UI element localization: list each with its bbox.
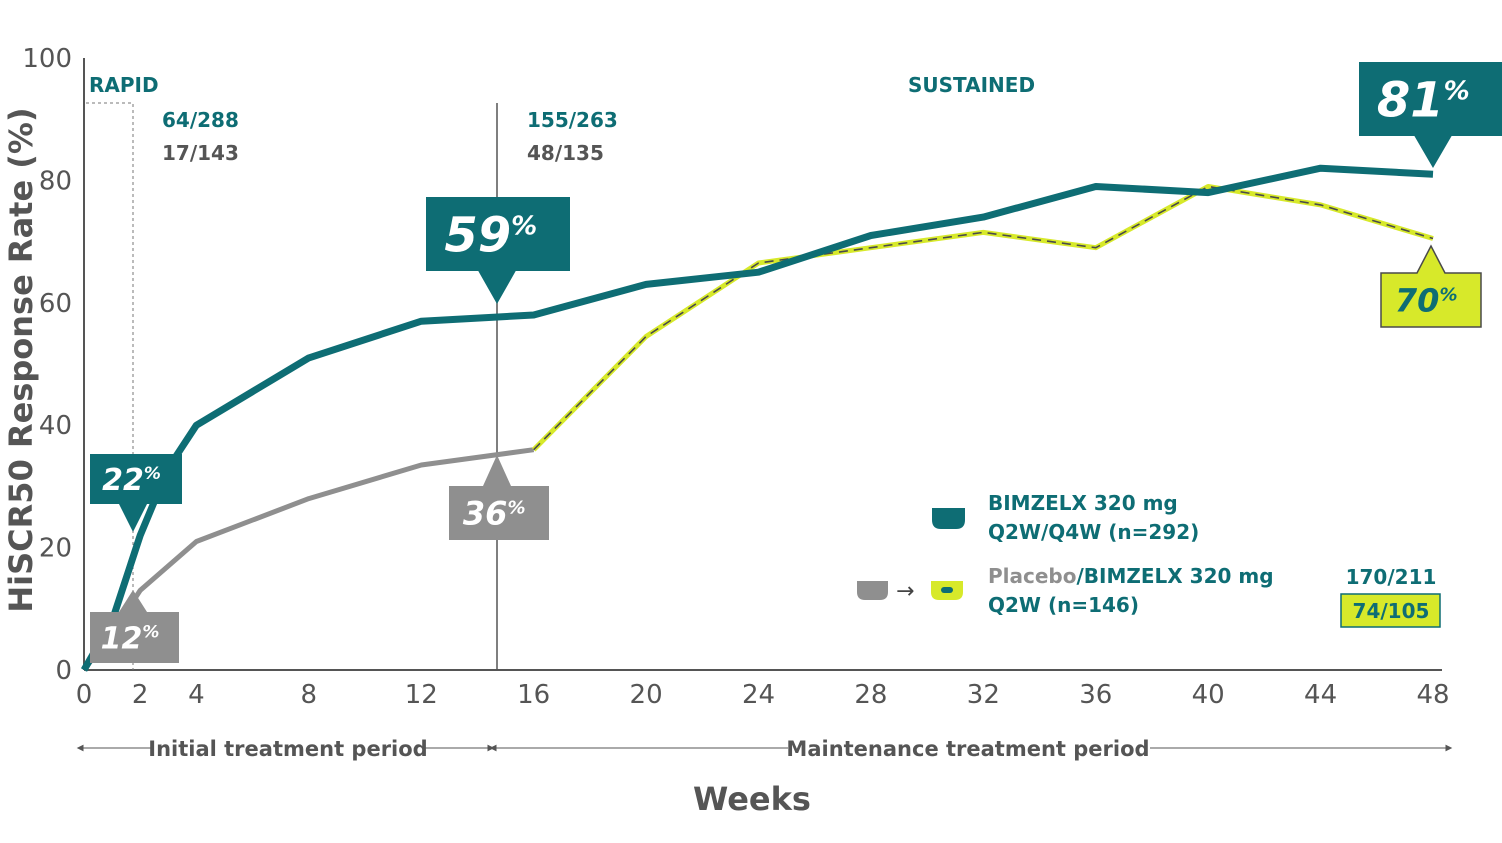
callout-value: 81% [1377,72,1470,128]
wk48-placebo-count: 74/105 [1353,599,1430,623]
callout-59-percent: 59% [426,197,570,304]
y-tick-label: 0 [55,656,72,686]
callout-value: 70% [1395,282,1458,320]
x-tick-label: 32 [967,680,1000,710]
x-tick-label: 40 [1192,680,1225,710]
series-line-placebo-bimzelx-dash [533,185,1434,451]
x-tick-label: 24 [742,680,775,710]
x-tick-label: 4 [188,680,205,710]
wk2-bimzelx-count: 64/288 [162,108,239,132]
callout-value: 59% [444,207,537,263]
wk2-placebo-count: 17/143 [162,141,239,165]
y-tick-label: 60 [39,289,72,319]
x-tick-label: 28 [854,680,887,710]
callout-box [1380,244,1482,328]
callout-value: 36% [463,495,526,533]
callout-value: 22% [102,463,161,498]
x-tick-label: 36 [1079,680,1112,710]
x-axis-title: Weeks [693,780,811,818]
wk48-bimzelx-count: 170/211 [1346,565,1437,589]
callout-box [449,455,549,540]
legend-placebo-pill-icon [857,581,888,600]
y-tick-label: 80 [39,166,72,196]
legend-placebo-line2: Q2W (n=146) [988,593,1139,617]
sustained-label: SUSTAINED [908,73,1035,97]
legend-placebo-prefix: Placebo [988,564,1077,588]
legend-bimzelx-pill-icon [932,508,965,529]
callout-box [426,197,570,304]
y-tick-label: 20 [39,534,72,564]
callout-12-percent: 12% [90,590,179,663]
x-tick-label: 16 [517,680,550,710]
legend-bimzelx-line2: Q2W/Q4W (n=292) [988,520,1199,544]
y-axis-title: HiSCR50 Response Rate (%) [2,107,40,612]
legend-bimzelx-line1: BIMZELX 320 mg [988,491,1178,515]
legend-inner-dash-icon [941,587,953,593]
initial-period-label: Initial treatment period [148,737,427,761]
callout-box [1359,62,1502,168]
x-tick-label: 12 [405,680,438,710]
legend-arrow-icon: → [896,579,914,604]
wk48-placebo-count-box [1340,593,1441,628]
x-tick-label: 48 [1416,680,1449,710]
callout-22-percent: 22% [90,454,182,532]
x-tick-label: 8 [301,680,318,710]
x-tick-label: 0 [76,680,93,710]
series-line-bimzelx [80,164,1434,672]
x-tick-label: 20 [630,680,663,710]
wk16-placebo-count: 48/135 [527,141,604,165]
callout-36-percent: 36% [449,455,549,540]
maintenance-period-label: Maintenance treatment period [786,737,1149,761]
y-tick-label: 40 [39,411,72,441]
y-tick-label: 100 [22,44,72,74]
callout-81-percent: 81% [1359,62,1502,168]
legend-placebo-line1: Placebo/BIMZELX 320 mg [988,564,1274,588]
x-tick-label: 2 [132,680,149,710]
callout-box [90,454,182,532]
x-tick-label: 44 [1304,680,1337,710]
rapid-label: RAPID [89,73,159,97]
wk16-bimzelx-count: 155/263 [527,108,618,132]
series-line-placebo-bimzelx [531,184,1434,452]
callout-value: 12% [101,621,160,656]
callout-70-percent: 70% [1380,244,1482,328]
legend-placebo-rest: /BIMZELX 320 mg [1077,564,1274,588]
callout-box [90,590,179,663]
legend: BIMZELX 320 mg Q2W/Q4W (n=292) → Placebo… [857,491,1274,617]
